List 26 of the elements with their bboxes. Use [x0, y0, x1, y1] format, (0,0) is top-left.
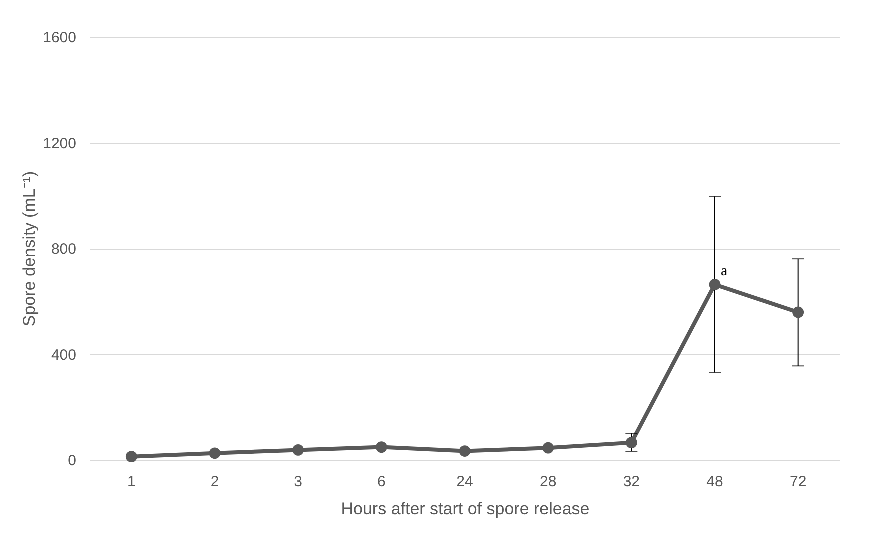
x-tick-label: 72	[790, 474, 807, 490]
x-tick-label: 48	[706, 474, 724, 490]
y-tick-label: 800	[51, 241, 76, 258]
x-tick-label: 3	[294, 474, 303, 490]
y-tick-label: 0	[68, 452, 76, 470]
y-tick-label: 1600	[43, 30, 76, 46]
point	[792, 306, 804, 318]
x-tick-label: 2	[210, 474, 220, 490]
point	[626, 437, 638, 449]
x-tick-label: 32	[623, 474, 640, 490]
point	[542, 442, 554, 454]
point	[292, 444, 304, 456]
x-axis-title: Hours after start of spore release	[341, 500, 590, 518]
point	[376, 442, 388, 453]
y-tick-label: 400	[51, 346, 76, 364]
x-tick-label: 6	[377, 474, 386, 490]
y-tick-label: 1200	[43, 135, 76, 152]
annotation: a	[721, 264, 728, 280]
point	[209, 448, 221, 460]
point	[459, 446, 471, 457]
y-axis-title: Spore density (mL⁻¹)	[20, 171, 40, 327]
point	[709, 279, 721, 290]
point	[126, 451, 138, 463]
x-tick-label: 24	[456, 474, 474, 490]
x-tick-label: 1	[127, 474, 136, 490]
x-tick-label: 28	[540, 474, 557, 490]
